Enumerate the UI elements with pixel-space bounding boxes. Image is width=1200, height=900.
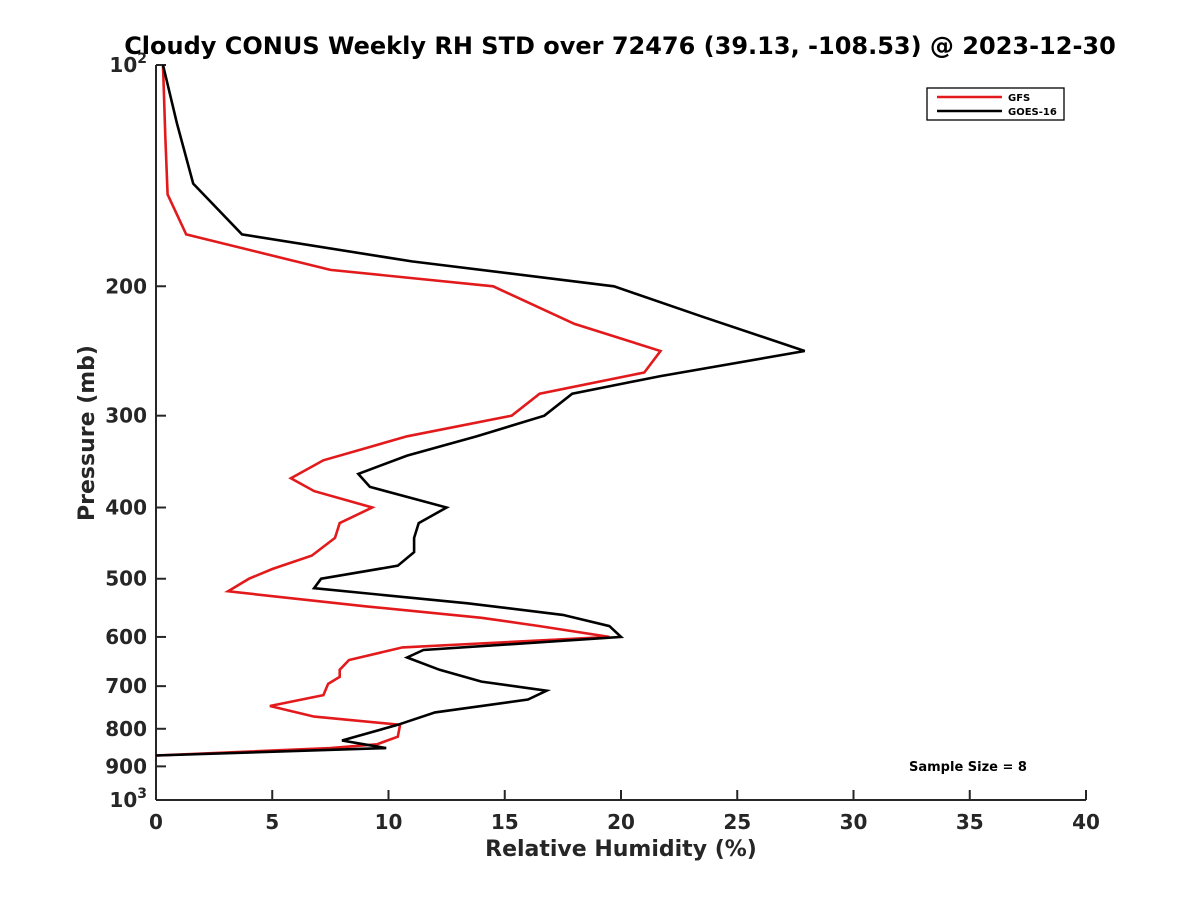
- y-tick-exponent: 2: [137, 51, 147, 67]
- legend: GFS GOES-16: [926, 87, 1065, 121]
- x-axis-label: Relative Humidity (%): [485, 837, 757, 862]
- x-tick-label: 20: [607, 810, 635, 834]
- legend-label-gfs: GFS: [1008, 93, 1030, 104]
- y-tick-exponent: 3: [137, 786, 147, 802]
- y-tick-base: 10: [109, 788, 137, 812]
- x-tick-label: 15: [491, 810, 519, 834]
- y-tick-label: 900: [105, 754, 147, 778]
- y-tick-label: 400: [105, 496, 147, 520]
- x-tick-label: 10: [375, 810, 403, 834]
- sample-size-annotation: Sample Size = 8: [909, 760, 1027, 775]
- plot-area: [155, 65, 1086, 801]
- series-lines: [155, 64, 806, 757]
- y-tick-base: 10: [109, 53, 137, 77]
- x-tick-label: 40: [1072, 810, 1100, 834]
- y-tick-label: 200: [105, 274, 147, 298]
- x-ticks: 0 5 10 15 20 25 30 35 40: [149, 790, 1100, 834]
- y-tick-label: 103: [109, 786, 147, 812]
- series-line-goes16: [155, 64, 806, 757]
- x-tick-label: 5: [265, 810, 279, 834]
- chart-title: Cloudy CONUS Weekly RH STD over 72476 (3…: [124, 32, 1116, 60]
- x-tick-label: 0: [149, 810, 163, 834]
- y-tick-label: 300: [105, 404, 147, 428]
- y-tick-label: 600: [105, 625, 147, 649]
- x-tick-label: 25: [723, 810, 751, 834]
- series-line-gfs: [155, 64, 663, 757]
- x-tick-label: 35: [956, 810, 984, 834]
- y-tick-label: 700: [105, 674, 147, 698]
- legend-box: [926, 87, 1065, 121]
- y-tick-label: 102: [109, 51, 147, 77]
- y-axis-label: Pressure (mb): [75, 345, 100, 521]
- legend-label-goes16: GOES-16: [1008, 107, 1057, 118]
- y-tick-label: 500: [105, 567, 147, 591]
- y-tick-label: 800: [105, 717, 147, 741]
- x-tick-label: 30: [840, 810, 868, 834]
